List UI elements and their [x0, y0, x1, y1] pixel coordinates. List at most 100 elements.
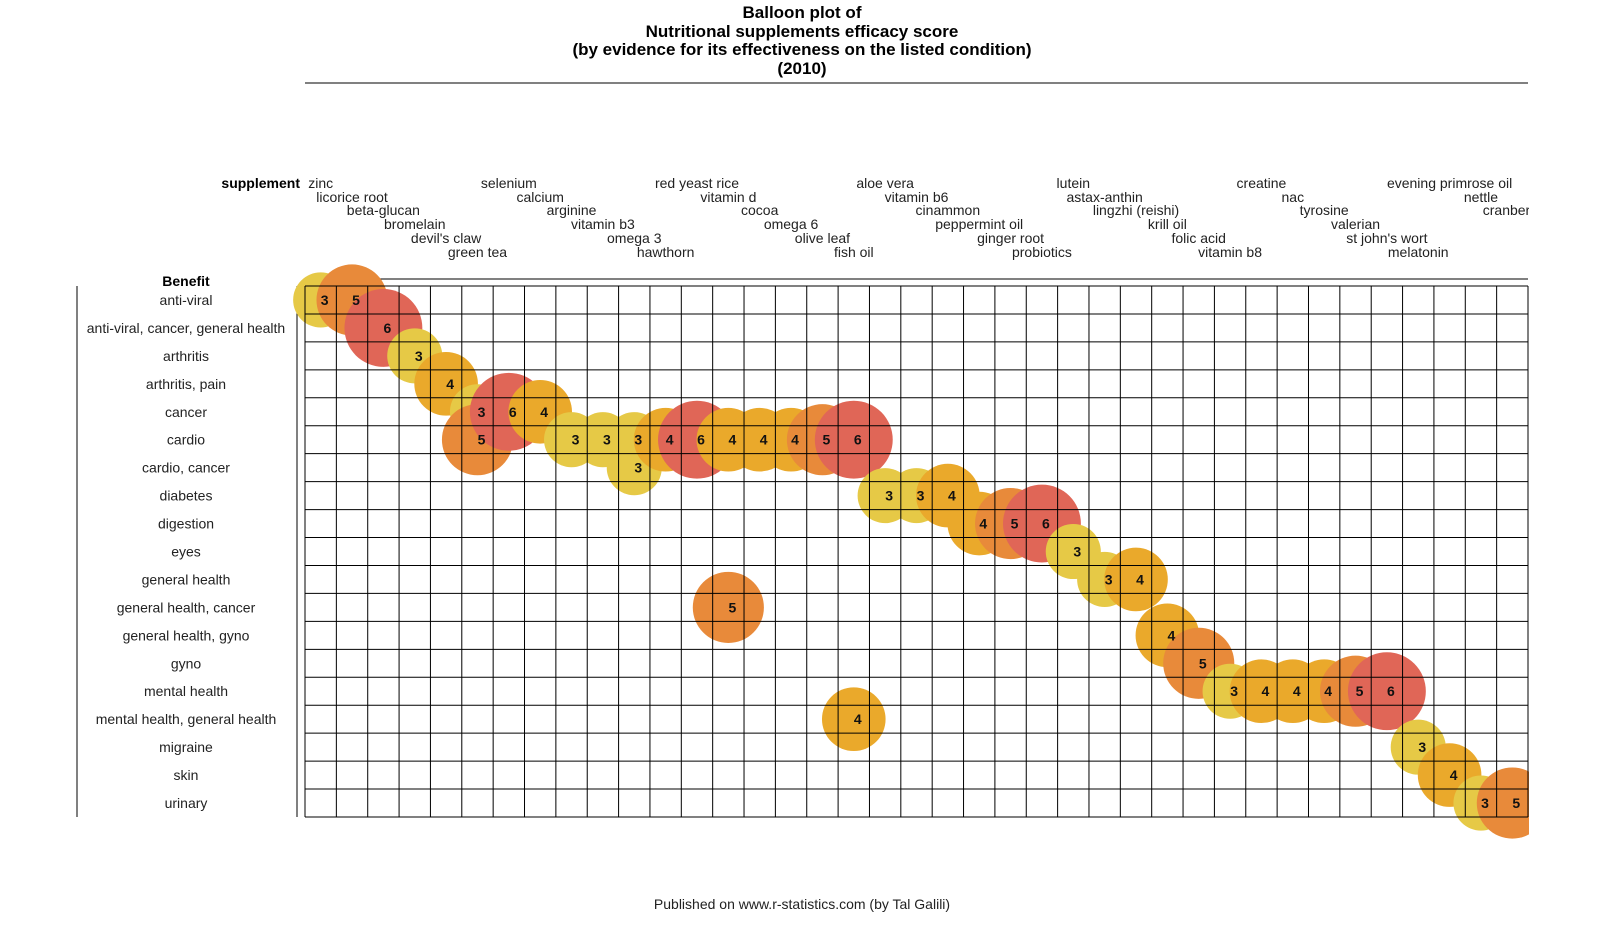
y-tick-labels: anti-viral anti-viral, cancer, general he…: [87, 292, 285, 811]
x-tick-label: st john's wort: [1346, 230, 1427, 246]
y-tick-label: arthritis: [163, 348, 209, 364]
x-tick-label: zinc: [308, 175, 333, 191]
x-tick-label: licorice root: [316, 189, 388, 205]
value-label: 3: [917, 488, 925, 504]
x-tick-label: nettle: [1464, 189, 1498, 205]
x-tick-label: green tea: [448, 244, 507, 260]
x-tick-label: arginine: [547, 202, 597, 218]
y-tick-label: cancer: [165, 404, 207, 420]
title-line-2: Nutritional supplements efficacy score: [646, 22, 959, 41]
y-tick-label: digestion: [158, 516, 214, 532]
value-label: 4: [666, 432, 674, 448]
value-label: 5: [1199, 655, 1207, 671]
y-tick-label: anti-viral, cancer, general health: [87, 320, 285, 336]
value-label: 6: [1387, 683, 1395, 699]
x-tick-label: olive leaf: [795, 230, 850, 246]
x-tick-label: vitamin b6: [885, 189, 949, 205]
value-label: 3: [1481, 795, 1489, 811]
value-label: 4: [728, 432, 736, 448]
value-label: 5: [1011, 516, 1019, 532]
value-label: 4: [1136, 571, 1144, 587]
x-tick-label: probiotics: [1012, 244, 1072, 260]
x-tick-label: melatonin: [1388, 244, 1449, 260]
value-label: 3: [321, 292, 329, 308]
value-label: 4: [1262, 683, 1270, 699]
x-tick-label: beta-glucan: [347, 202, 420, 218]
value-label: 6: [854, 432, 862, 448]
y-tick-label: mental health: [144, 683, 228, 699]
grid: [304, 285, 1529, 818]
x-tick-label: fish oil: [834, 244, 874, 260]
value-label: 4: [1450, 767, 1458, 783]
y-tick-label: diabetes: [160, 488, 213, 504]
y-tick-label: cardio, cancer: [142, 460, 230, 476]
value-label: 3: [603, 432, 611, 448]
value-label: 5: [478, 432, 486, 448]
y-tick-label: mental health, general health: [96, 711, 277, 727]
y-tick-label: cardio: [167, 432, 205, 448]
value-label: 5: [823, 432, 831, 448]
y-tick-label: skin: [174, 767, 199, 783]
title-line-4: (2010): [777, 59, 826, 78]
value-label: 3: [885, 488, 893, 504]
x-tick-label: red yeast rice: [655, 175, 739, 191]
footer-credit: Published on www.r-statistics.com (by Ta…: [654, 896, 950, 912]
x-tick-label: krill oil: [1148, 216, 1187, 232]
x-tick-label: lutein: [1057, 175, 1090, 191]
value-label: 5: [1356, 683, 1364, 699]
y-tick-label: general health: [142, 571, 231, 587]
value-label: 3: [1105, 571, 1113, 587]
value-label: 3: [634, 432, 642, 448]
value-label: 6: [1042, 516, 1050, 532]
balloon: [1347, 652, 1426, 731]
y-tick-label: anti-viral: [160, 292, 213, 308]
value-label: 3: [415, 348, 423, 364]
value-label: 4: [1293, 683, 1301, 699]
y-tick-label: eyes: [171, 544, 201, 560]
x-tick-label: bromelain: [384, 216, 445, 232]
x-tick-label: peppermint oil: [935, 216, 1023, 232]
x-tick-label: valerian: [1331, 216, 1380, 232]
x-header: supplement: [221, 175, 300, 191]
x-tick-label: lingzhi (reishi): [1093, 202, 1179, 218]
value-label: 6: [509, 404, 517, 420]
title-line-1: Balloon plot of: [743, 3, 862, 22]
y-tick-label: general health, gyno: [123, 627, 250, 643]
value-label: 4: [1167, 627, 1175, 643]
x-tick-label: creatine: [1237, 175, 1287, 191]
x-tick-label: cranberry: [1483, 202, 1542, 218]
value-label: 3: [634, 460, 642, 476]
title-line-3: (by evidence for its effectiveness on th…: [572, 40, 1031, 59]
x-tick-label: omega 6: [764, 216, 819, 232]
value-label: 3: [1418, 739, 1426, 755]
value-label: 4: [446, 376, 454, 392]
value-label: 3: [572, 432, 580, 448]
y-tick-label: general health, cancer: [117, 599, 256, 615]
x-tick-label: vitamin d: [700, 189, 756, 205]
x-tick-label: hawthorn: [637, 244, 695, 260]
x-tick-label: cinammon: [916, 202, 981, 218]
balloon: [814, 400, 893, 479]
value-label: 3: [1073, 544, 1081, 560]
x-tick-label: selenium: [481, 175, 537, 191]
x-tick-label: vitamin b8: [1198, 244, 1262, 260]
value-label: 5: [1512, 795, 1520, 811]
x-tick-label: calcium: [516, 189, 563, 205]
value-label: 4: [760, 432, 768, 448]
value-label: 5: [352, 292, 360, 308]
chart-title: Balloon plot of Nutritional supplements …: [572, 3, 1031, 78]
y-tick-label: gyno: [171, 655, 202, 671]
value-label: 4: [540, 404, 548, 420]
x-tick-label: astax-anthin: [1067, 189, 1143, 205]
x-tick-label: evening primrose oil: [1387, 175, 1512, 191]
value-label: 4: [791, 432, 799, 448]
value-label: 6: [383, 320, 391, 336]
x-tick-label: cocoa: [741, 202, 779, 218]
balloon: [692, 571, 764, 643]
value-labels: 3 5 6 3 4 3 5 6 4 3 3 3 3 4 6 4 5 4 4 5 6 4 3 3 4 4 5 6 3 3 4 4 5 3 4 4 4 5 6 3…: [321, 292, 1521, 811]
value-label: 3: [478, 404, 486, 420]
x-tick-label: ginger root: [977, 230, 1044, 246]
y-tick-label: arthritis, pain: [146, 376, 226, 392]
